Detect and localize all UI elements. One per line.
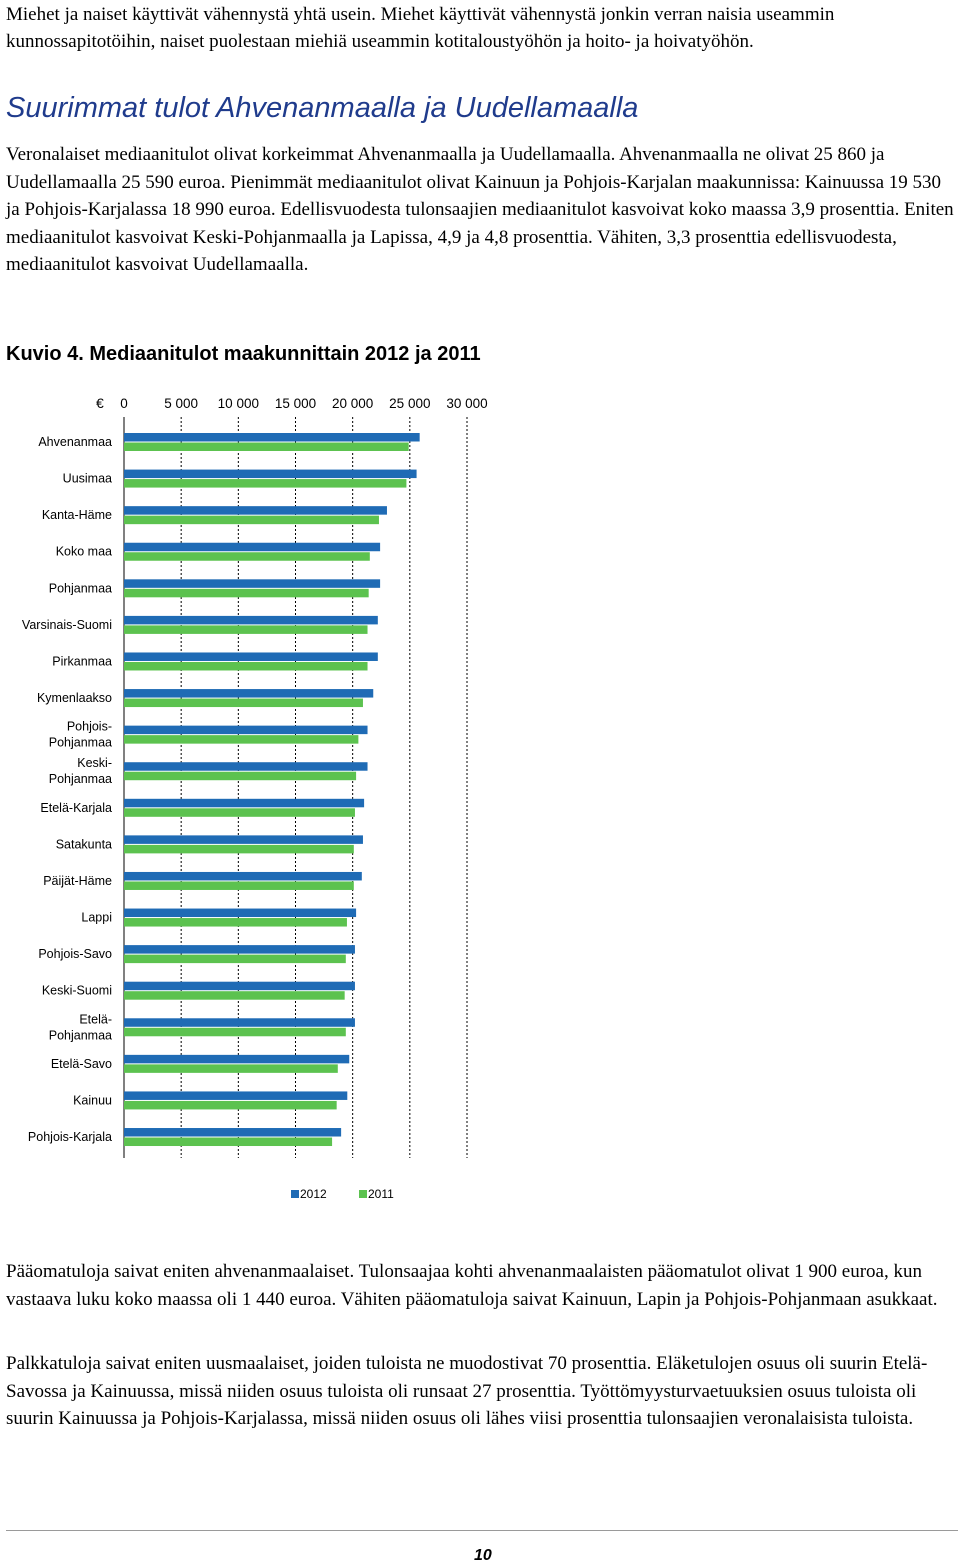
bar-2011 (124, 698, 363, 708)
bar-2012 (124, 1091, 348, 1100)
bar-2011 (124, 771, 357, 781)
bar-2011 (124, 661, 368, 671)
bar-2011 (124, 588, 369, 598)
body-paragraph-3: Palkkatuloja saivat eniten uusmaalaiset,… (6, 1353, 928, 1429)
bar-2011 (124, 918, 347, 927)
bar-2012 (124, 945, 355, 954)
bar-2011 (124, 442, 409, 451)
x-tick-label: 15 000 (275, 396, 316, 411)
bar-2012 (124, 798, 365, 808)
bar-2011 (124, 735, 359, 744)
bar-2012 (124, 1018, 355, 1027)
x-tick-label: 25 000 (389, 396, 430, 411)
bar-2012 (124, 1054, 350, 1064)
figure-caption: Kuvio 4. Mediaanitulot maakunnittain 201… (6, 343, 481, 365)
bar-2012 (124, 725, 368, 735)
category-label: Pirkanmaa (52, 654, 112, 668)
bar-2011 (124, 844, 354, 854)
bar-2011 (124, 625, 368, 634)
chart-labels: €0 5 000 10 000 15 000 20 000 25 000 30 000 Ahv… (22, 395, 488, 1144)
category-label: Pohjanmaa (49, 581, 112, 595)
legend-label-2011: 2011 (368, 1187, 394, 1201)
category-label: Kainuu (73, 1093, 112, 1107)
legend-swatch-2012 (291, 1190, 299, 1198)
bar-2011 (124, 954, 346, 964)
category-label: Varsinais-Suomi (22, 618, 112, 632)
x-tick-label: 5 000 (164, 396, 198, 411)
bar-2011 (124, 881, 354, 890)
bar-2012 (124, 506, 387, 515)
bar-2012 (124, 762, 368, 771)
category-label: Pohjois-Pohjanmaa (49, 720, 112, 750)
bar-2011 (124, 808, 355, 817)
axis-unit-label: € (96, 395, 104, 411)
category-label: Etelä-Karjala (40, 801, 112, 815)
bar-2012 (124, 542, 381, 552)
intro-paragraph: Miehet ja naiset käyttivät vähennystä yh… (6, 4, 835, 52)
category-label: Päijät-Häme (43, 874, 112, 888)
bar-2012 (124, 835, 363, 844)
bar-2012 (124, 615, 378, 625)
x-tick-label: 20 000 (332, 396, 373, 411)
page-number: 10 (474, 1547, 492, 1564)
category-label: Koko maa (56, 545, 112, 559)
body-paragraph-2: Pääomatuloja saivat eniten ahvenanmaalai… (6, 1261, 938, 1310)
category-label: Satakunta (56, 837, 112, 851)
bar-2011 (124, 515, 379, 525)
bar-2012 (124, 433, 420, 442)
category-label: Keski-Pohjanmaa (49, 756, 112, 786)
chart-bars (124, 433, 420, 1147)
bar-2011 (124, 1100, 337, 1110)
x-tick-label: 10 000 (218, 396, 259, 411)
category-label: Lappi (81, 911, 112, 925)
bar-2011 (124, 479, 407, 488)
chart-legend: 2012 2011 (291, 1187, 394, 1201)
legend-label-2012: 2012 (300, 1187, 327, 1201)
section-heading: Suurimmat tulot Ahvenanmaalla ja Uudella… (6, 92, 639, 124)
footer-rule (6, 1530, 958, 1531)
category-label: Kymenlaakso (37, 691, 112, 705)
bar-2012 (124, 579, 381, 588)
bar-2011 (124, 991, 345, 1000)
category-label: Uusimaa (63, 472, 112, 486)
bar-2011 (124, 1064, 338, 1073)
bar-2012 (124, 689, 374, 698)
bar-2012 (124, 908, 357, 918)
category-label: Ahvenanmaa (38, 435, 112, 449)
bar-2011 (124, 1027, 346, 1037)
body-paragraph-1: Veronalaiset mediaanitulot olivat korkei… (6, 144, 954, 275)
category-label: Etelä-Savo (51, 1057, 112, 1071)
x-tick-label: 30 000 (446, 396, 487, 411)
category-label: Kanta-Häme (42, 508, 112, 522)
bar-2012 (124, 469, 417, 479)
bar-2012 (124, 871, 362, 881)
category-label: Keski-Suomi (42, 984, 112, 998)
legend-swatch-2011 (359, 1190, 367, 1198)
category-label: Pohjois-Karjala (28, 1130, 112, 1144)
category-label: Etelä-Pohjanmaa (49, 1012, 112, 1042)
bar-2011 (124, 1137, 333, 1147)
x-tick-label: 0 (120, 396, 128, 411)
chart-grid (123, 417, 468, 1158)
income-bar-chart: €0 5 000 10 000 15 000 20 000 25 000 30 000 Ahv… (22, 395, 488, 1201)
bar-2012 (124, 652, 378, 661)
bar-2012 (124, 1128, 342, 1137)
bar-2011 (124, 552, 370, 561)
bar-2012 (124, 981, 355, 991)
category-label: Pohjois-Savo (38, 947, 112, 961)
